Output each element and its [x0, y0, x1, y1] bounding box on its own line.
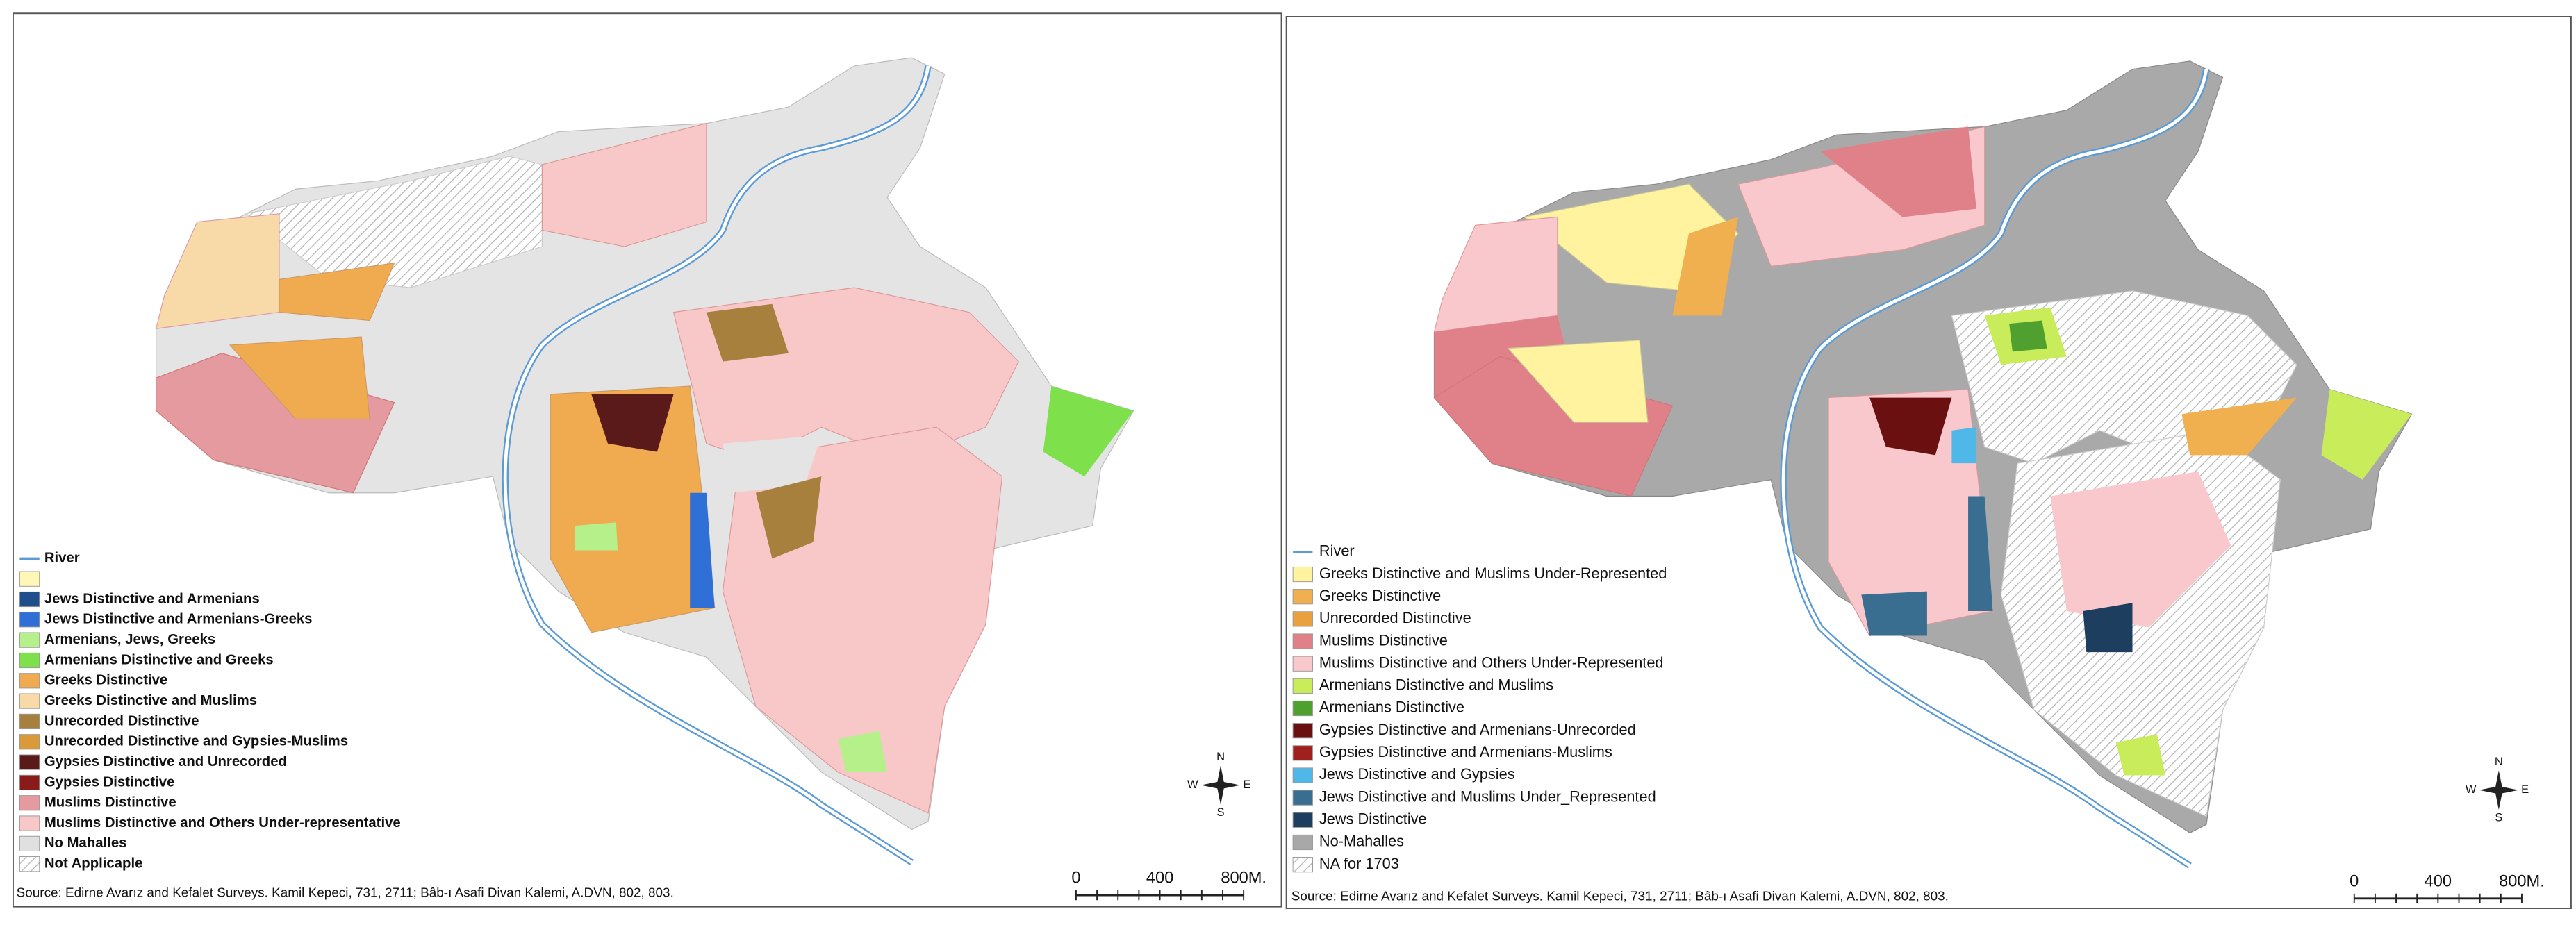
scale-label: 800M. [2499, 872, 2545, 890]
legend-swatch [19, 571, 40, 587]
legend-swatch [19, 591, 40, 608]
legend-label: Muslims Distinctive and Others Under-Rep… [1319, 653, 1664, 671]
legend-label: Unrecorded Distinctive [1319, 609, 1471, 626]
legend-label: Gypsies Distinctive and Armenians-Muslim… [1319, 743, 1612, 760]
compass-s: S [2495, 810, 2502, 824]
legend-label: Jews Distinctive and Gypsies [1319, 765, 1515, 783]
legend-label: Armenians Distinctive and Greeks [44, 652, 274, 667]
legend-swatch [19, 734, 40, 750]
legend-label: Armenians Distinctive and Muslims [1319, 676, 1553, 694]
scale-label: 0 [2350, 872, 2359, 890]
left-frame [12, 12, 1282, 908]
legend-swatch [19, 632, 40, 648]
compass-w: W [2466, 783, 2477, 796]
compass-w: W [1187, 778, 1198, 791]
legend-swatch [1292, 678, 1313, 694]
legend-label: Jews Distinctive and Muslims Under_Repre… [1319, 788, 1656, 805]
legend-swatch [19, 795, 40, 811]
legend-label: River [1319, 542, 1355, 560]
legend-swatch [1292, 767, 1313, 783]
scale-label: 400 [2425, 872, 2452, 890]
legend-label: No-Mahalles [1319, 833, 1404, 850]
legend-swatch [19, 754, 40, 770]
legend-swatch [19, 652, 40, 669]
legend-label: Greeks Distinctive and Muslims Under-Rep… [1319, 565, 1667, 582]
compass-s: S [1217, 806, 1225, 819]
compass-n: N [1216, 750, 1225, 763]
left-map [155, 57, 1134, 865]
legend-label: Gypsies Distinctive and Armenians-Unreco… [1319, 721, 1636, 738]
scale-label: 0 [1071, 869, 1080, 888]
legend-swatch [19, 835, 40, 851]
legend-swatch [1292, 566, 1313, 583]
compass-n: N [2495, 755, 2503, 768]
legend-swatch [19, 693, 40, 709]
scale-label: 400 [1146, 869, 1173, 888]
legend-swatch [1292, 745, 1313, 761]
legend-label: Gypsies Distinctive [44, 774, 175, 790]
compass-star [1200, 765, 1241, 806]
legend-swatch [19, 815, 40, 831]
legend-label: Muslims Distinctive [44, 795, 176, 810]
source-note: Source: Edirne Avarız and Kefalet Survey… [1291, 889, 1949, 903]
legend-label: Greeks Distinctive [1319, 587, 1441, 604]
legend-swatch [1292, 656, 1313, 672]
legend-label: Muslims Distinctive [1319, 631, 1448, 649]
source-note: Source: Edirne Avarız and Kefalet Survey… [17, 886, 674, 901]
legend-swatch [1292, 589, 1313, 605]
compass-e: E [1243, 778, 1250, 791]
legend-label: Greeks Distinctive [44, 673, 167, 688]
legend-label: Jews Distinctive [1319, 810, 1427, 828]
compass-star [2479, 770, 2519, 810]
legend-swatch [1292, 700, 1313, 717]
legend-label: Greeks Distinctive and Muslims [44, 693, 257, 708]
legend-swatch [1292, 834, 1313, 851]
legend-swatch [1292, 723, 1313, 739]
legend-swatch [1292, 633, 1313, 649]
right-map [1433, 60, 2413, 869]
legend-label: Armenians, Jews, Greeks [44, 632, 215, 647]
legend-swatch [19, 612, 40, 628]
legend-label: River [44, 551, 80, 566]
legend-swatch [19, 713, 40, 730]
legend-swatch [1292, 857, 1313, 873]
legend-label: Unrecorded Distinctive [44, 713, 199, 728]
legend-swatch [1292, 812, 1313, 828]
legend-label: No Mahalles [44, 835, 127, 851]
legend-label: Unrecorded Distinctive and Gypsies-Musli… [44, 734, 348, 749]
scale-label: 800M. [1221, 869, 1266, 888]
legend-swatch [1292, 790, 1313, 806]
legend-label: Gypsies Distinctive and Unrecorded [44, 754, 287, 769]
legend-label: NA for 1703 [1319, 855, 1399, 872]
legend-swatch [19, 774, 40, 791]
legend-swatch [19, 856, 40, 872]
legend-label: Not Applicaple [44, 856, 143, 872]
legend-label: Jews Distinctive and Armenians-Greeks [44, 612, 313, 627]
legend-swatch [1292, 611, 1313, 627]
legend-label: Muslims Distinctive and Others Under-rep… [44, 815, 401, 831]
legend-label: Jews Distinctive and Armenians [44, 591, 260, 606]
right-frame [1285, 16, 2572, 909]
compass-e: E [2521, 783, 2529, 796]
legend-label: Armenians Distinctive [1319, 699, 1464, 716]
legend-swatch [19, 673, 40, 689]
